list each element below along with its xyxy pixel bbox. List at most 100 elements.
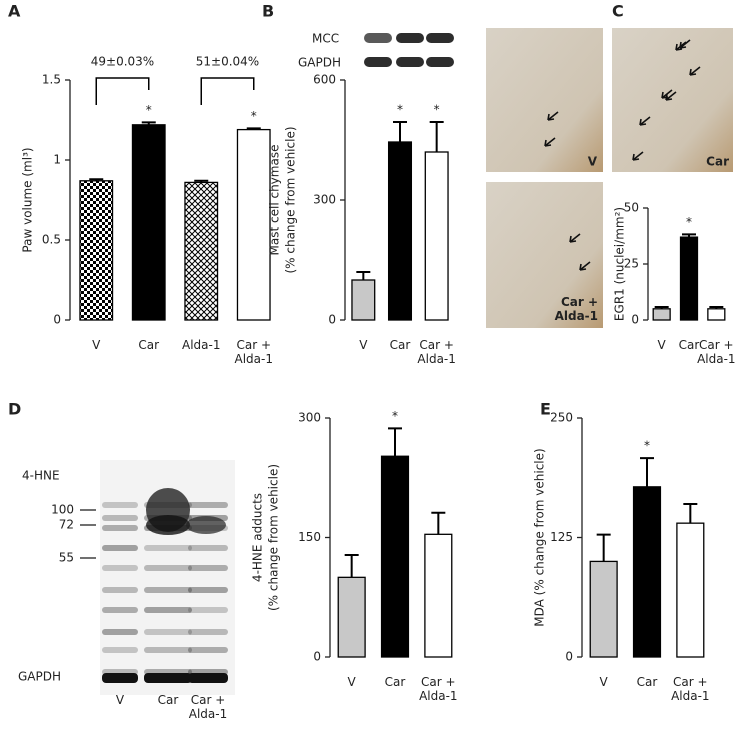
y-axis-label: (% change from vehicle) xyxy=(284,126,298,273)
bar xyxy=(589,560,618,658)
lane-label: V xyxy=(116,693,125,707)
mw-marker: 72 xyxy=(59,518,74,532)
blot-label: GAPDH xyxy=(298,56,341,70)
blot-band xyxy=(188,587,228,593)
blot-band xyxy=(396,57,424,67)
comparison-bracket xyxy=(200,77,255,105)
tissue-image xyxy=(612,28,733,172)
blot-band xyxy=(188,565,228,571)
bar xyxy=(337,576,366,658)
bar xyxy=(424,533,453,658)
blot-band xyxy=(188,647,228,653)
x-tick-label: V xyxy=(348,675,357,689)
blot-band xyxy=(426,57,454,67)
arrow xyxy=(639,116,651,126)
blot-band xyxy=(144,647,192,653)
bar xyxy=(387,141,413,321)
blot-label: 4-HNE xyxy=(22,469,60,483)
blot-band xyxy=(102,545,138,551)
arrow xyxy=(632,151,644,161)
y-tick-label: 0 xyxy=(565,650,573,664)
significance-star: * xyxy=(146,103,152,117)
bar xyxy=(79,180,114,321)
comparison-bracket xyxy=(95,77,150,105)
bar xyxy=(236,128,271,321)
blot-band xyxy=(186,516,226,534)
error-bar xyxy=(654,306,669,309)
x-tick-label: V xyxy=(600,675,609,689)
x-tick-label: Alda-1 xyxy=(182,338,220,352)
error-bar xyxy=(429,121,444,152)
y-tick-label: 0 xyxy=(53,313,61,327)
blot-band xyxy=(102,515,138,521)
significance-star: * xyxy=(392,409,398,423)
bar xyxy=(676,522,705,658)
y-axis-label: Mast cell chymase xyxy=(268,145,282,256)
blot-band xyxy=(364,57,392,67)
y-tick-label: 250 xyxy=(550,411,573,425)
blot-label: MCC xyxy=(312,32,339,46)
bar xyxy=(652,308,671,321)
blot-band xyxy=(102,587,138,593)
blot-band xyxy=(102,607,138,613)
y-axis-label: Paw volume (ml³) xyxy=(21,147,35,252)
x-tick-label: V xyxy=(658,338,667,352)
y-tick-label: 50 xyxy=(624,201,639,215)
x-tick-label: Car + Alda-1 xyxy=(419,675,457,703)
bar xyxy=(679,236,699,321)
blot-band xyxy=(102,565,138,571)
blot-band xyxy=(102,673,138,683)
blot-band xyxy=(144,565,192,571)
y-tick-label: 25 xyxy=(624,257,639,271)
blot-band xyxy=(102,629,138,635)
blot-band xyxy=(188,545,228,551)
y-axis-label: EGR1 (nuclei/mm²) xyxy=(613,207,627,321)
tissue-image xyxy=(486,28,603,172)
arrow xyxy=(679,39,691,49)
panel-label: B xyxy=(262,2,274,21)
arrow xyxy=(579,261,591,271)
lane-label: Car + Alda-1 xyxy=(189,693,227,721)
blot-band xyxy=(102,525,138,531)
significance-star: * xyxy=(686,215,692,229)
lane-label: Car xyxy=(158,693,179,707)
y-tick-label: 0 xyxy=(328,313,336,327)
bar xyxy=(131,124,166,321)
error-bar xyxy=(393,121,407,142)
error-bar xyxy=(356,271,371,280)
image-label: Car xyxy=(706,155,729,169)
error-bar xyxy=(141,121,156,125)
y-axis-label: (% change from vehicle) xyxy=(267,464,281,611)
error-bar xyxy=(640,457,654,487)
significance-star: * xyxy=(251,109,257,123)
blot-band xyxy=(146,515,190,535)
x-tick-label: Car xyxy=(390,338,411,352)
y-axis-label: 4-HNE adducts xyxy=(251,493,265,582)
error-bar xyxy=(683,503,698,524)
error-bar xyxy=(388,427,402,457)
error-bar xyxy=(194,179,209,183)
blot-band xyxy=(144,545,192,551)
blot-label: GAPDH xyxy=(18,670,61,684)
x-tick-label: Car xyxy=(138,338,159,352)
error-bar xyxy=(682,233,696,238)
significance-star: * xyxy=(397,103,403,117)
blot-band xyxy=(144,607,192,613)
significance-star: * xyxy=(434,103,440,117)
arrow xyxy=(544,137,556,147)
panel-label: E xyxy=(540,400,551,419)
blot-band xyxy=(396,33,424,43)
bar xyxy=(351,279,376,321)
panel-label: C xyxy=(612,2,624,21)
mw-marker: 55 xyxy=(59,551,74,565)
x-tick-label: Car + Alda-1 xyxy=(697,338,735,366)
blot-band xyxy=(188,502,228,508)
error-bar xyxy=(596,533,611,562)
arrow xyxy=(547,111,559,121)
significance-star: * xyxy=(644,439,650,453)
blot-band xyxy=(102,647,138,653)
image-label: Car + Alda-1 xyxy=(555,295,598,323)
blot-band xyxy=(144,587,192,593)
x-tick-label: Car xyxy=(679,338,700,352)
image-label: V xyxy=(588,155,598,169)
